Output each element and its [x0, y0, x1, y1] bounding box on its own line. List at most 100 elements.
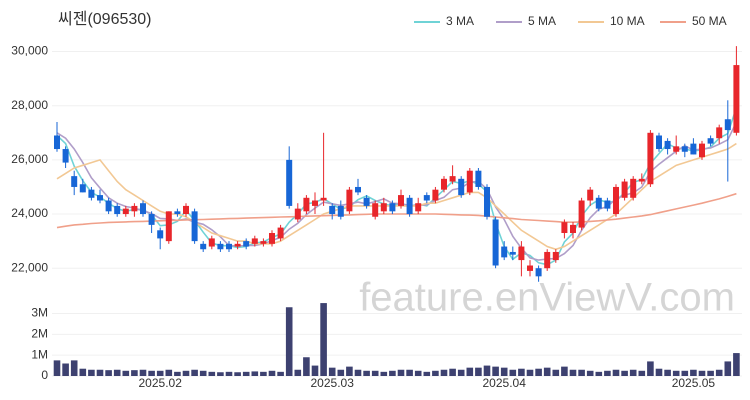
- candle-body: [561, 222, 568, 233]
- volume-bar: [96, 369, 104, 376]
- volume-bar: [500, 367, 508, 376]
- volume-bar: [733, 353, 740, 376]
- volume-bar: [621, 370, 628, 376]
- candle-body: [595, 197, 602, 209]
- candle-body: [174, 211, 181, 215]
- volume-bar: [268, 370, 276, 376]
- volume-bar: [354, 369, 362, 376]
- candle-body: [140, 203, 146, 215]
- candle-body: [707, 138, 714, 144]
- legend-label: 50 MA: [692, 14, 727, 28]
- volume-bar: [62, 363, 69, 376]
- volume-tick-label: 2M: [31, 327, 48, 341]
- candle-body: [88, 189, 95, 198]
- candle-body: [544, 251, 551, 269]
- volume-bar: [191, 369, 198, 376]
- volume-bar: [440, 369, 448, 376]
- candle-body: [337, 205, 344, 217]
- volume-bar: [449, 368, 456, 376]
- candle-body: [79, 184, 86, 193]
- volume-bar: [311, 365, 319, 376]
- candle-body: [604, 200, 611, 209]
- candle-body: [432, 189, 439, 201]
- candle-body: [260, 241, 267, 244]
- candle-body: [200, 243, 207, 250]
- volume-tick-label: 1M: [31, 347, 48, 361]
- legend-label: 10 MA: [610, 14, 645, 28]
- volume-bar: [543, 367, 551, 376]
- volume-bar: [346, 366, 353, 376]
- candle-body: [570, 224, 576, 233]
- volume-bar: [604, 370, 611, 376]
- volume-bar: [285, 307, 293, 376]
- candle-body: [587, 189, 594, 201]
- candle-body: [398, 195, 404, 206]
- candle-body: [54, 135, 60, 150]
- candle-body: [578, 200, 585, 228]
- candle-body: [638, 178, 645, 182]
- candle-body: [656, 135, 662, 150]
- volume-bar: [320, 303, 327, 376]
- y-tick-label: 30,000: [11, 44, 48, 58]
- candle-body: [97, 195, 103, 201]
- volume-bar: [165, 369, 173, 376]
- volume-bar: [380, 371, 388, 376]
- candle-body: [406, 197, 413, 215]
- y-tick-label: 22,000: [11, 260, 48, 274]
- volume-bar: [328, 367, 336, 376]
- volume-bar: [53, 360, 61, 376]
- volume-bar: [105, 370, 112, 376]
- x-tick-label: 2025.02: [139, 376, 183, 390]
- volume-bar: [251, 371, 259, 376]
- candle-body: [733, 65, 740, 133]
- volume-bar: [217, 372, 224, 376]
- candle-body: [62, 149, 69, 163]
- volume-bar: [199, 370, 207, 376]
- chart-title: 씨젠(096530): [58, 10, 152, 28]
- legend-label: 5 MA: [528, 14, 556, 28]
- candle-body: [415, 203, 422, 212]
- candle-body: [105, 200, 112, 212]
- candle-body: [441, 178, 447, 190]
- candle-body: [243, 241, 250, 247]
- candle-body: [380, 203, 387, 212]
- candle-body: [527, 265, 533, 271]
- candle-body: [217, 243, 224, 250]
- volume-bar: [88, 369, 95, 376]
- candle-body: [191, 211, 198, 242]
- volume-bar: [715, 369, 723, 376]
- volume-bar: [148, 370, 155, 376]
- candle-body: [329, 205, 336, 215]
- candle-body: [466, 170, 473, 193]
- volume-bar: [174, 371, 181, 376]
- candle-body: [673, 146, 680, 152]
- candle-body: [122, 208, 129, 215]
- volume-bar: [629, 369, 637, 376]
- volume-bar: [389, 370, 396, 376]
- volume-bar: [707, 370, 714, 376]
- volume-bar: [638, 370, 646, 376]
- volume-bar: [569, 369, 577, 376]
- volume-bar: [406, 369, 413, 376]
- volume-bar: [414, 370, 422, 376]
- volume-bar: [612, 369, 620, 376]
- volume-bar: [156, 370, 164, 376]
- volume-bar: [647, 361, 654, 376]
- volume-bar: [535, 368, 542, 376]
- volume-bar: [79, 368, 87, 376]
- volume-bar: [690, 369, 697, 376]
- volume-bar: [655, 368, 663, 376]
- candle-body: [312, 200, 318, 206]
- volume-bar: [70, 360, 78, 376]
- candle-body: [277, 227, 284, 239]
- candle-body: [234, 243, 241, 247]
- volume-bar: [681, 370, 689, 376]
- x-tick-label: 2025.05: [672, 376, 716, 390]
- volume-bar: [303, 357, 310, 376]
- volume-bar: [234, 372, 241, 376]
- volume-tick-label: 3M: [31, 306, 48, 320]
- volume-bar: [242, 371, 250, 376]
- x-tick-label: 2025.03: [311, 376, 355, 390]
- volume-bar: [139, 369, 147, 376]
